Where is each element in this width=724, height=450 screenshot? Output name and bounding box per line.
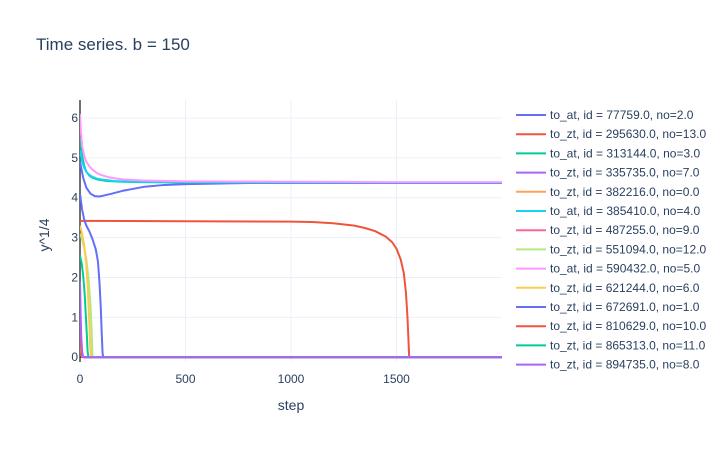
legend-item[interactable]: to_zt, id = 487255.0, no=9.0 [516,223,700,237]
legend-item[interactable]: to_zt, id = 382216.0, no=0.0 [516,185,700,199]
legend-item[interactable]: to_at, id = 313144.0, no=3.0 [516,146,700,160]
series-line-1 [80,219,502,359]
x-tick-label: 0 [77,372,84,386]
y-tick-label: 3 [71,231,78,245]
legend-label: to_at, id = 385410.0, no=4.0 [550,204,700,218]
legend-item[interactable]: to_zt, id = 335735.0, no=7.0 [516,166,700,180]
y-axis-title: y^1/4 [36,218,52,251]
legend-item[interactable]: to_zt, id = 551094.0, no=12.0 [516,242,706,256]
legend-item[interactable]: to_zt, id = 865313.0, no=11.0 [516,338,706,352]
legend-label: to_zt, id = 335735.0, no=7.0 [550,166,700,180]
y-tick-label: 4 [71,191,78,205]
legend-item[interactable]: to_zt, id = 621244.0, no=6.0 [516,281,700,295]
series-line-10 [80,193,502,359]
legend-label: to_zt, id = 551094.0, no=12.0 [550,242,706,256]
legend-label: to_zt, id = 295630.0, no=13.0 [550,127,706,141]
legend-label: to_zt, id = 810629.0, no=10.0 [550,319,706,333]
legend-item[interactable]: to_at, id = 385410.0, no=4.0 [516,204,700,218]
legend-label: to_zt, id = 894735.0, no=8.0 [550,358,700,372]
legend-item[interactable]: to_zt, id = 894735.0, no=8.0 [516,358,700,372]
legend-label: to_zt, id = 672691.0, no=1.0 [550,300,700,314]
y-tick-label: 0 [71,350,78,364]
x-tick-label: 500 [175,372,195,386]
series-line-12 [80,255,502,359]
x-axis-title: step [278,397,305,413]
legend-item[interactable]: to_at, id = 77759.0, no=2.0 [516,108,694,122]
legend-label: to_zt, id = 621244.0, no=6.0 [550,281,700,295]
y-tick-label: 1 [71,310,78,324]
legend-label: to_at, id = 77759.0, no=2.0 [550,108,694,122]
axes: 0 500 1000 1500 0 1 2 3 4 5 6 [71,111,410,386]
legend-item[interactable]: to_zt, id = 810629.0, no=10.0 [516,319,706,333]
legend-label: to_at, id = 313144.0, no=3.0 [550,146,700,160]
legend-item[interactable]: to_at, id = 590432.0, no=5.0 [516,262,700,276]
legend-label: to_zt, id = 487255.0, no=9.0 [550,223,700,237]
plot-area [80,113,502,359]
legend-label: to_at, id = 590432.0, no=5.0 [550,262,700,276]
series-line-8 [80,113,502,184]
chart-title: Time series. b = 150 [36,35,190,54]
y-tick-label: 5 [71,151,78,165]
legend-item[interactable]: to_zt, id = 295630.0, no=13.0 [516,127,706,141]
y-tick-label: 2 [71,270,78,284]
legend-label: to_zt, id = 865313.0, no=11.0 [550,338,706,352]
series-line-13 [80,281,502,359]
legend-label: to_zt, id = 382216.0, no=0.0 [550,185,700,199]
y-tick-label: 6 [71,111,78,125]
legend-item[interactable]: to_zt, id = 672691.0, no=1.0 [516,300,700,314]
series-line-9 [80,225,502,359]
legend[interactable]: to_at, id = 77759.0, no=2.0 to_zt, id = 2… [516,108,706,372]
x-tick-label: 1500 [383,372,410,386]
x-tick-label: 1000 [278,372,305,386]
